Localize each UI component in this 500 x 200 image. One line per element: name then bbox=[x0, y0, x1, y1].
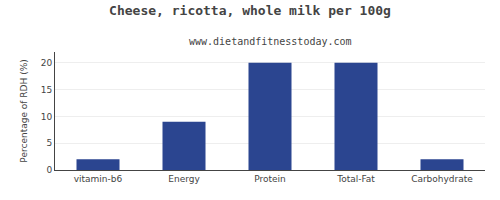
svg-text:Energy: Energy bbox=[168, 174, 200, 184]
svg-text:5: 5 bbox=[46, 138, 52, 148]
svg-text:vitamin-b6: vitamin-b6 bbox=[74, 174, 123, 184]
svg-text:Protein: Protein bbox=[254, 174, 286, 184]
svg-text:20: 20 bbox=[41, 58, 53, 68]
svg-text:www.dietandfitnesstoday.com: www.dietandfitnesstoday.com bbox=[189, 36, 352, 47]
svg-text:10: 10 bbox=[41, 112, 53, 122]
svg-text:Total-Fat: Total-Fat bbox=[336, 174, 375, 184]
svg-text:Percentage of RDH (%): Percentage of RDH (%) bbox=[19, 59, 29, 162]
svg-text:Cheese, ricotta, whole milk pe: Cheese, ricotta, whole milk per 100g bbox=[109, 3, 391, 18]
svg-text:0: 0 bbox=[46, 165, 52, 175]
svg-text:15: 15 bbox=[41, 85, 52, 95]
svg-text:Carbohydrate: Carbohydrate bbox=[411, 174, 473, 184]
